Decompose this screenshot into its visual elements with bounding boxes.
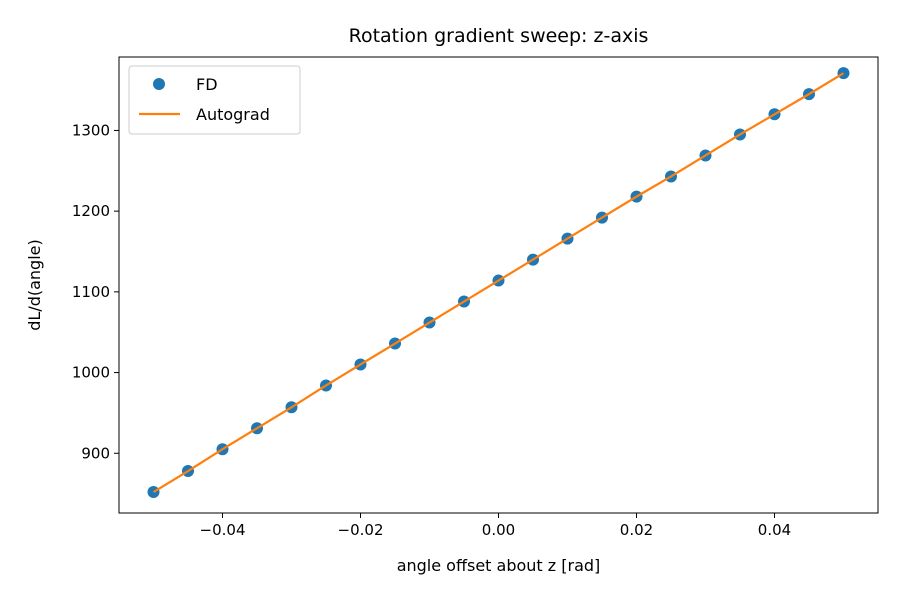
x-tick-label: 0.02	[620, 521, 653, 539]
x-axis: −0.04 −0.02 0.00 0.02 0.04	[200, 513, 791, 539]
x-tick-label: 0.00	[482, 521, 515, 539]
plot-area	[147, 67, 850, 499]
legend-marker-fd	[153, 78, 165, 90]
y-tick-label: 1300	[72, 121, 110, 139]
legend: FD Autograd	[128, 65, 301, 135]
y-tick-label: 1200	[72, 202, 110, 220]
x-tick-label: −0.02	[338, 521, 384, 539]
y-tick-label: 900	[81, 444, 110, 462]
y-tick-label: 1000	[72, 364, 110, 382]
chart-title: Rotation gradient sweep: z-axis	[349, 25, 649, 47]
y-axis: 900 1000 1100 1200 1300	[72, 121, 119, 462]
autograd-line	[152, 72, 845, 493]
legend-label-fd: FD	[196, 75, 218, 94]
x-tick-label: −0.04	[200, 521, 246, 539]
x-axis-label: angle offset about z [rad]	[397, 556, 601, 575]
legend-box	[128, 65, 301, 135]
x-tick-label: 0.04	[758, 521, 791, 539]
y-axis-label: dL/d(angle)	[25, 239, 44, 331]
legend-label-autograd: Autograd	[196, 105, 270, 124]
y-tick-label: 1100	[72, 283, 110, 301]
